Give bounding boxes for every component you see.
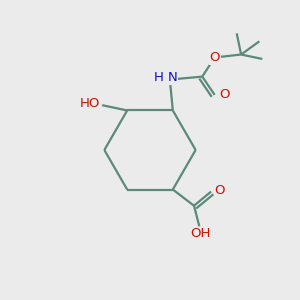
Text: H: H (154, 71, 164, 84)
Text: O: O (219, 88, 229, 101)
Text: HO: HO (80, 98, 100, 110)
Text: OH: OH (190, 227, 211, 240)
Text: N: N (167, 71, 177, 84)
Text: O: O (209, 51, 220, 64)
Text: O: O (215, 184, 225, 197)
